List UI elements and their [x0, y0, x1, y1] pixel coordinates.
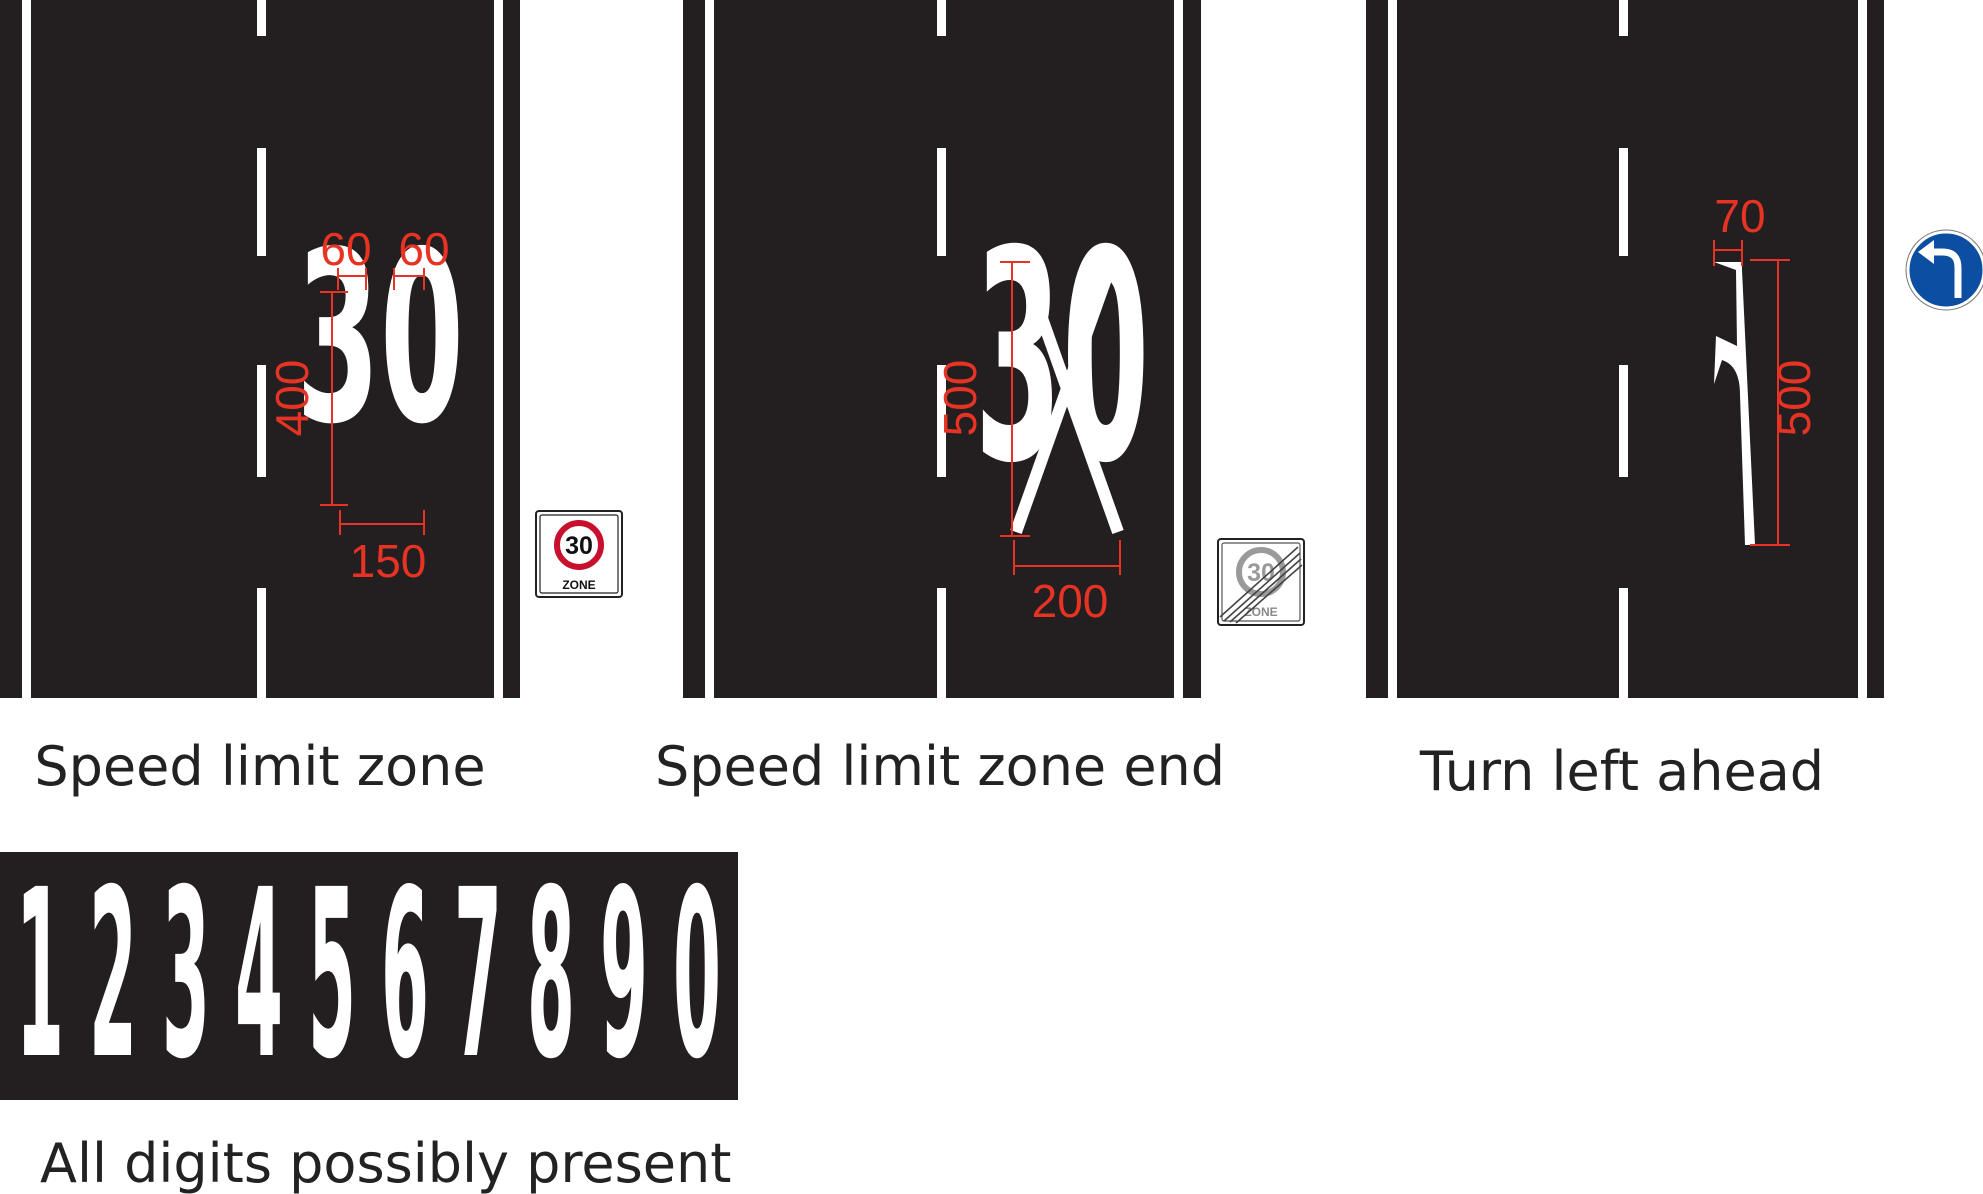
dimension-label-total-width: 150: [350, 535, 427, 587]
panel-caption: Speed limit zone: [34, 735, 485, 798]
road-surface: [1366, 0, 1884, 698]
dimension-label-total-width: 200: [1032, 575, 1109, 627]
dimension-label-arrow-width: 70: [1714, 190, 1765, 242]
road-marking-number: 30: [296, 201, 464, 476]
digit-marking-3: 3: [162, 839, 210, 1110]
dimension-label-digit-width-right: 60: [398, 223, 449, 275]
left-turn-arrow-marking: [1714, 262, 1755, 545]
digit-marking-7: 7: [454, 839, 502, 1110]
road-edge-line-left: [1388, 0, 1397, 698]
speed-limit-zone-end-sign-icon: 30 ZONE: [1217, 538, 1305, 626]
digit-marking-2: 2: [89, 839, 137, 1110]
dimension-label-height: 500: [1768, 360, 1820, 437]
sign-speed-number: 30: [565, 532, 593, 560]
panel-caption: Speed limit zone end: [655, 735, 1225, 798]
road-center-dashes: [257, 0, 266, 698]
digit-marking-0: 0: [673, 839, 721, 1110]
dimension-label-height: 500: [934, 360, 986, 437]
road-surface: [0, 0, 520, 698]
digits-strip-background: [0, 852, 738, 1100]
sign-zone-text: ZONE: [562, 578, 595, 592]
speed-limit-zone-sign-icon: 30 ZONE: [535, 510, 623, 598]
panel-turn-left-ahead: 70 500 Turn left ahead: [1366, 0, 1983, 803]
road-surface: [683, 0, 1201, 698]
turn-left-ahead-sign-icon: [1905, 229, 1983, 311]
digit-marking-4: 4: [235, 839, 283, 1110]
dimension-lines: [320, 268, 425, 535]
digit-marking-8: 8: [527, 839, 575, 1110]
panel-caption: Turn left ahead: [1419, 740, 1824, 803]
digit-marking-9: 9: [600, 839, 648, 1110]
road-edge-line-left: [22, 0, 31, 698]
road-center-dashes: [937, 0, 946, 698]
road-edge-line-right: [1858, 0, 1867, 698]
dimension-lines: [1000, 261, 1121, 575]
digit-marking-5: 5: [308, 839, 356, 1110]
dimension-lines: [1713, 240, 1790, 546]
sign-speed-number: 30: [1247, 559, 1275, 587]
road-edge-line-right: [494, 0, 503, 698]
digit-marking-6: 6: [381, 839, 429, 1110]
panel-speed-limit-zone-end: 30 500 200 30 ZONE: [655, 0, 1305, 798]
digits-strip-caption: All digits possibly present: [40, 1132, 731, 1194]
road-center-dashes: [1619, 0, 1628, 698]
road-edge-line-left: [705, 0, 714, 698]
dimension-label-height: 400: [266, 360, 318, 437]
road-edge-line-right: [1174, 0, 1183, 698]
dimension-label-digit-width-left: 60: [320, 223, 371, 275]
digit-marking-1: 1: [16, 839, 64, 1110]
panel-speed-limit-zone: 30 60 60 400 150 30 ZONE Speed limit zon: [0, 0, 623, 798]
cancellation-cross: [1010, 259, 1124, 535]
